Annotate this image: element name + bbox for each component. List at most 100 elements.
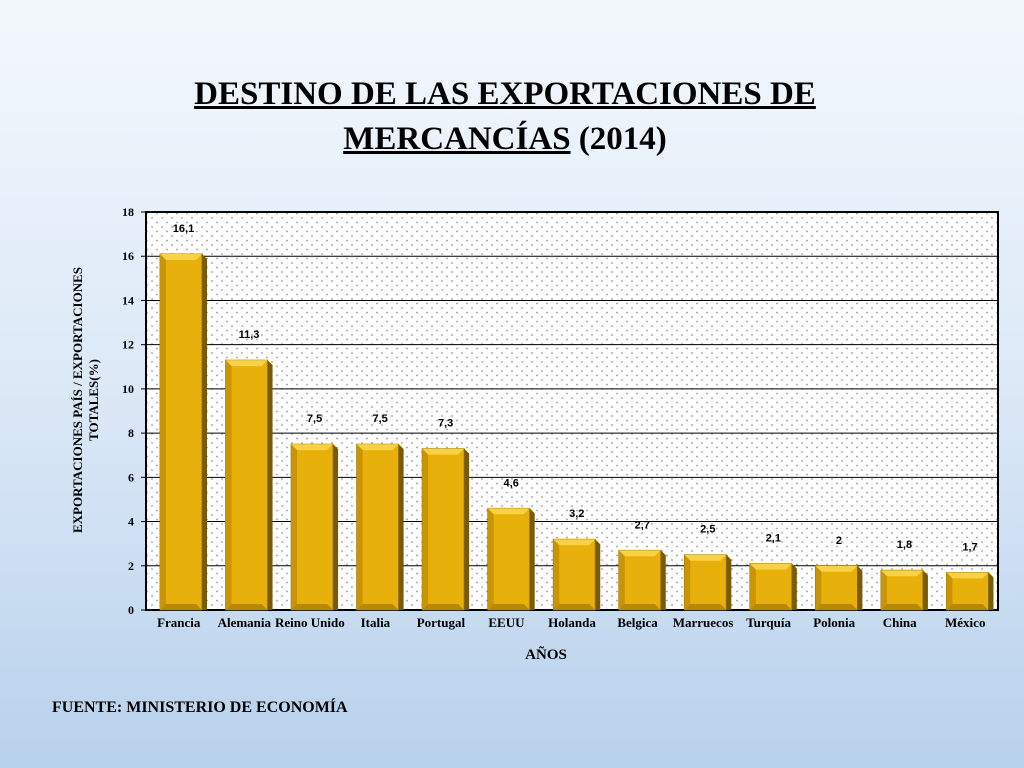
bar-left-bevel bbox=[815, 565, 822, 610]
x-tick-label: Portugal bbox=[417, 615, 466, 630]
y-tick-label: 0 bbox=[128, 603, 134, 617]
bar bbox=[946, 572, 994, 611]
data-label: 7,5 bbox=[307, 413, 322, 425]
bar-top-bevel bbox=[553, 539, 596, 546]
bar-face bbox=[421, 448, 465, 611]
x-axis-ticks: Francia Alemania Reino Unido Italia Portugal… bbox=[157, 615, 985, 630]
bar-top-bevel bbox=[291, 444, 334, 451]
bar-left-bevel bbox=[880, 570, 887, 610]
bar-bottom-bevel bbox=[749, 604, 792, 610]
bar-face bbox=[159, 253, 203, 611]
data-labels: 16,1 11,3 7,5 7,5 7,3 4,6 3,2 2,7 2,5 2,1 2 1,8 1,7 bbox=[173, 223, 978, 553]
x-tick-label: Polonia bbox=[813, 615, 855, 630]
bar-top-bevel bbox=[225, 360, 268, 367]
bar-side bbox=[333, 444, 339, 610]
bar-face bbox=[749, 563, 793, 611]
x-tick-label: China bbox=[883, 615, 917, 630]
bar-left-bevel bbox=[749, 563, 756, 610]
bar-side bbox=[988, 572, 994, 610]
bar-bottom-bevel bbox=[487, 604, 530, 610]
bar-bottom-bevel bbox=[618, 604, 661, 610]
bar-bottom-bevel bbox=[160, 604, 202, 610]
bar bbox=[225, 359, 273, 611]
bar-side bbox=[398, 444, 404, 610]
bar-left-bevel bbox=[487, 508, 494, 610]
data-label: 7,3 bbox=[438, 418, 453, 430]
bar bbox=[683, 554, 732, 611]
y-axis-ticks: 0 2 4 6 8 10 12 14 16 18 bbox=[122, 205, 146, 617]
y-axis-label-line-2: TOTALES(%) bbox=[86, 359, 101, 441]
bar-left-bevel bbox=[356, 444, 363, 610]
bar-left-bevel bbox=[618, 550, 625, 610]
bar bbox=[487, 507, 535, 611]
bar-top-bevel bbox=[815, 565, 858, 572]
x-axis-label: AÑOS bbox=[525, 645, 567, 663]
y-tick-label: 6 bbox=[128, 470, 134, 484]
bar-bottom-bevel bbox=[684, 604, 727, 610]
x-tick-label: México bbox=[945, 615, 985, 630]
bar-side bbox=[529, 508, 535, 610]
title-line-1: DESTINO DE LAS EXPORTACIONES DE bbox=[194, 76, 816, 112]
bar-side bbox=[267, 360, 273, 610]
y-tick-label: 4 bbox=[128, 515, 134, 529]
bar-bottom-bevel bbox=[880, 604, 923, 610]
bar-left-bevel bbox=[684, 554, 691, 610]
bar-left-bevel bbox=[422, 448, 429, 610]
bar-face bbox=[225, 359, 268, 611]
data-label: 2 bbox=[836, 535, 842, 547]
bar-left-bevel bbox=[160, 254, 166, 610]
y-tick-label: 2 bbox=[128, 559, 134, 573]
bar-side bbox=[464, 448, 470, 610]
bar-face bbox=[683, 554, 727, 611]
bar-bottom-bevel bbox=[356, 604, 399, 610]
bar-top-bevel bbox=[422, 448, 465, 455]
y-tick-label: 10 bbox=[122, 382, 134, 396]
chart-title: DESTINO DE LAS EXPORTACIONES DE MERCANCÍ… bbox=[0, 72, 1010, 162]
x-tick-label: Reino Unido bbox=[275, 615, 345, 630]
data-label: 11,3 bbox=[239, 329, 260, 341]
bar-face bbox=[290, 443, 334, 611]
data-label: 2,5 bbox=[700, 524, 715, 536]
bar-side bbox=[922, 570, 928, 610]
x-tick-label: Turquía bbox=[746, 615, 791, 630]
bar bbox=[159, 253, 207, 611]
bar-side bbox=[791, 563, 797, 610]
bar-left-bevel bbox=[225, 360, 232, 610]
data-label: 3,2 bbox=[569, 508, 584, 520]
y-tick-label: 8 bbox=[128, 426, 134, 440]
data-label: 1,8 bbox=[897, 539, 912, 551]
x-tick-label: Belgica bbox=[617, 615, 658, 630]
bar-bottom-bevel bbox=[225, 604, 268, 610]
bar-bottom-bevel bbox=[946, 604, 989, 610]
bar bbox=[618, 549, 666, 611]
bar-left-bevel bbox=[553, 539, 560, 610]
bar-side bbox=[660, 550, 666, 610]
bar-top-bevel bbox=[487, 508, 530, 515]
title-line-2-year: (2014) bbox=[570, 121, 667, 157]
bar-face bbox=[487, 507, 531, 611]
y-tick-label: 16 bbox=[122, 249, 134, 263]
bar-bottom-bevel bbox=[291, 604, 334, 610]
bar bbox=[552, 538, 601, 611]
bar-side bbox=[857, 565, 863, 610]
bar-left-bevel bbox=[946, 572, 953, 610]
bar-left-bevel bbox=[291, 444, 298, 610]
x-tick-label: Marruecos bbox=[673, 615, 734, 630]
bar-top-bevel bbox=[160, 254, 202, 261]
title-line-2: MERCANCÍAS (2014) bbox=[0, 117, 1010, 162]
bar-bottom-bevel bbox=[422, 604, 465, 610]
bar bbox=[814, 565, 863, 611]
bar-side bbox=[726, 554, 732, 610]
bar-top-bevel bbox=[356, 444, 399, 451]
data-label: 2,7 bbox=[635, 519, 650, 531]
bar-side bbox=[595, 539, 601, 610]
bar-side bbox=[202, 254, 207, 610]
bar-face bbox=[552, 538, 596, 611]
data-label: 7,5 bbox=[372, 413, 387, 425]
data-label: 4,6 bbox=[504, 477, 519, 489]
bar-bottom-bevel bbox=[815, 604, 858, 610]
bar bbox=[421, 448, 470, 611]
x-tick-label: Francia bbox=[157, 615, 201, 630]
bar-bottom-bevel bbox=[553, 604, 596, 610]
bar-top-bevel bbox=[684, 554, 727, 561]
